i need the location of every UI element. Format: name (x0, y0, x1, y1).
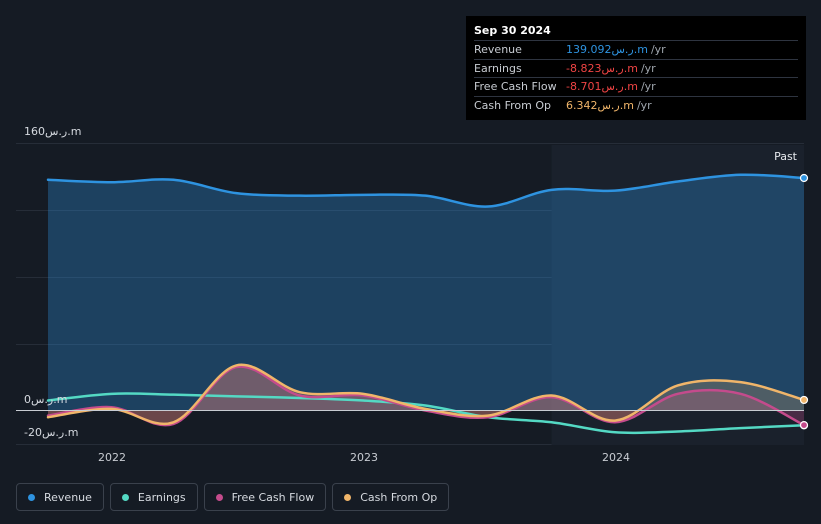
tooltip-suffix: /yr (650, 43, 666, 56)
revenue-dot-icon (28, 493, 35, 501)
legend-item-free-cash-flow[interactable]: Free Cash Flow (203, 483, 327, 511)
x-tick-2022: 2022 (98, 451, 126, 464)
tooltip-suffix: /yr (640, 61, 656, 75)
series-areas (48, 174, 804, 426)
tooltip-value: 6.342ر.س.m (566, 98, 634, 112)
tooltip-label: Cash From Op (474, 98, 552, 112)
cash-from-op-area (48, 364, 804, 424)
free-cash-flow-endpoint (799, 421, 809, 430)
tooltip-date: Sep 30 2024 (474, 24, 551, 37)
tooltip-row-earnings: Earnings -8.823ر.س.m /yr (474, 58, 798, 78)
cash-from-op-endpoint (799, 395, 809, 405)
tooltip-row-free-cash-flow: Free Cash Flow -8.701ر.س.m /yr (474, 77, 798, 96)
tooltip-panel: Sep 30 2024 Revenue 139.092ر.س.m /yr Ear… (466, 16, 806, 120)
free-cash-flow-dot-icon (215, 493, 223, 501)
past-label: Past (774, 150, 797, 163)
free-cash-flow-line (46, 365, 806, 427)
y-axis-zero-label: 0ر.س.m (24, 393, 68, 406)
earnings-line (46, 392, 806, 435)
revenue-line (46, 173, 806, 208)
cash-from-op-line (46, 363, 806, 425)
y-axis-top-label: 160ر.س.m (24, 125, 82, 138)
tooltip-label: Free Cash Flow (474, 80, 557, 93)
x-tick-2023: 2023 (350, 451, 378, 464)
tooltip-value: -8.701ر.س.m (566, 80, 638, 93)
cash-from-op-dot-icon (344, 493, 352, 501)
tooltip-row-cash-from-op: Cash From Op 6.342ر.س.m /yr (474, 95, 798, 115)
tooltip-label: Earnings (474, 61, 522, 75)
series-lines (46, 173, 806, 435)
x-tick-2024: 2024 (602, 451, 630, 464)
earnings-dot-icon (121, 493, 129, 501)
tooltip-suffix: /yr (636, 98, 652, 112)
tooltip-row-revenue: Revenue 139.092ر.س.m /yr (474, 40, 798, 59)
tooltip-value: 139.092ر.س.m (566, 43, 648, 56)
y-axis-bottom-label: -20ر.س.m (24, 426, 79, 439)
legend: Revenue Earnings Free Cash Flow Cash Fro… (16, 483, 450, 511)
legend-item-cash-from-op[interactable]: Cash From Op (332, 483, 450, 511)
tooltip-label: Revenue (474, 43, 522, 56)
revenue-endpoint (799, 173, 809, 183)
legend-label: Earnings (137, 490, 186, 504)
legend-label: Cash From Op (360, 490, 438, 504)
legend-label: Revenue (44, 490, 92, 504)
tooltip-value: -8.823ر.س.m (566, 61, 638, 75)
legend-label: Free Cash Flow (231, 490, 315, 504)
revenue-area (48, 174, 804, 411)
tooltip-suffix: /yr (640, 80, 656, 93)
series-endpoints (799, 173, 809, 430)
legend-item-earnings[interactable]: Earnings (109, 483, 198, 511)
legend-item-revenue[interactable]: Revenue (16, 483, 104, 511)
